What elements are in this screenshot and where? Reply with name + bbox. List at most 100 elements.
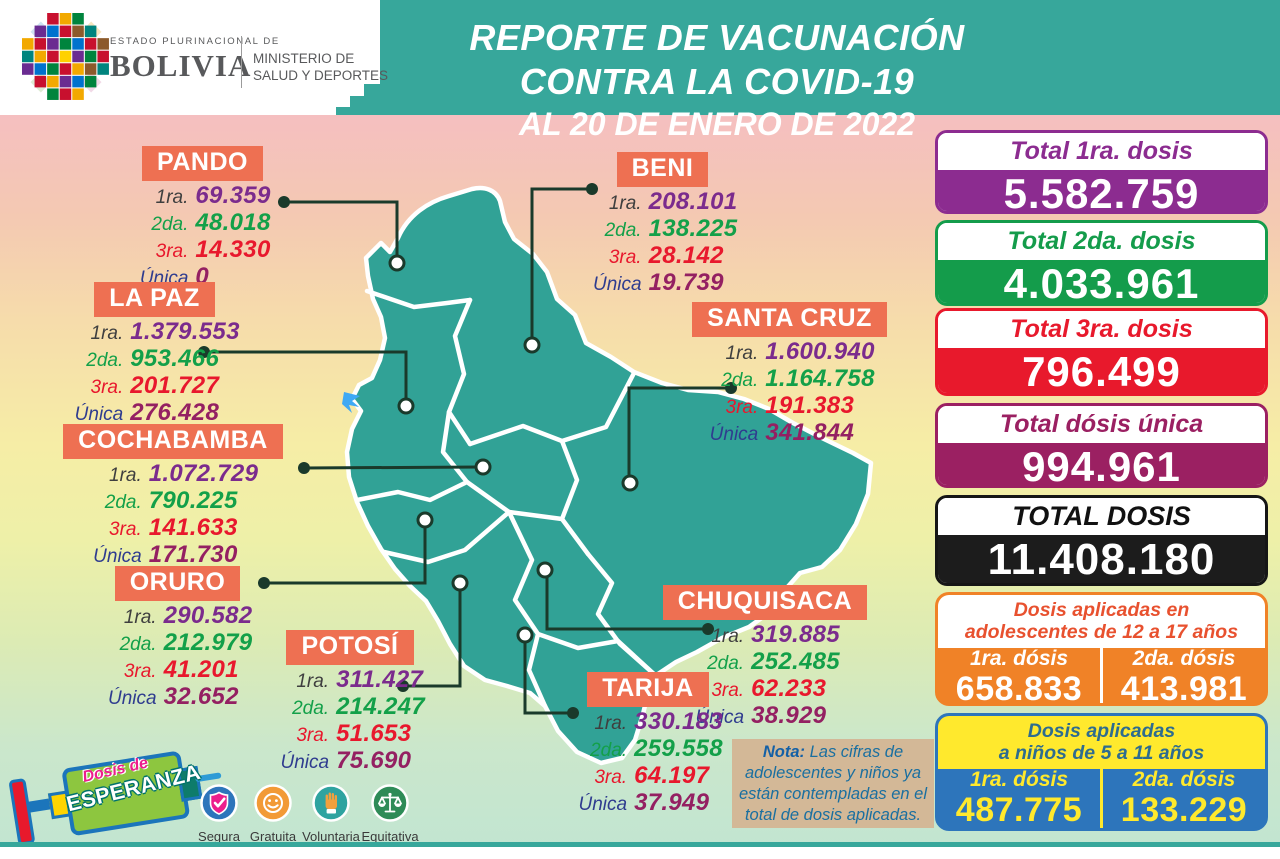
dose2-value: 953.466 bbox=[130, 345, 220, 372]
dose-row: 2da. 953.466 bbox=[69, 347, 239, 374]
dose-row: 1ra. 319.885 bbox=[690, 623, 840, 650]
dose2-label: 2da. bbox=[151, 214, 189, 235]
dose-row: 3ra. 191.383 bbox=[704, 394, 874, 421]
dose3-value: 41.201 bbox=[163, 656, 239, 683]
total-dose3-title: Total 3ra. dosis bbox=[938, 311, 1265, 348]
dose1-label: 1ra. bbox=[155, 187, 189, 208]
header-step bbox=[364, 84, 382, 115]
dose-row: 1ra. 1.379.553 bbox=[69, 320, 240, 347]
adolescents-dose1-value: 658.833 bbox=[955, 670, 1083, 706]
total-dose3-box: Total 3ra. dosis 796.499 bbox=[935, 308, 1268, 396]
dose3-label: 3ra. bbox=[296, 725, 330, 746]
dose3-value: 64.197 bbox=[634, 762, 710, 789]
dose3-value: 141.633 bbox=[148, 514, 238, 541]
dose3-label: 3ra. bbox=[90, 377, 124, 398]
unique-label: Única bbox=[74, 404, 124, 425]
dose1-value: 330.183 bbox=[634, 708, 723, 735]
header-teal-band bbox=[380, 0, 1280, 115]
dose-row: 1ra. 208.101 bbox=[588, 190, 738, 217]
unique-value: 32.652 bbox=[163, 683, 239, 710]
dose-row: 3ra. 141.633 bbox=[88, 516, 258, 543]
dose-row: 3ra. 41.201 bbox=[103, 658, 253, 685]
total-applied-doses-value: 11.408.180 bbox=[938, 535, 1265, 583]
dose-row: 2da. 790.225 bbox=[88, 489, 258, 516]
lake-titicaca bbox=[342, 392, 360, 413]
unique-value: 38.929 bbox=[751, 702, 827, 729]
total-applied-doses-box: TOTAL DOSIS APLICADAS 11.408.180 bbox=[935, 495, 1268, 586]
adolescents-dose2-value: 413.981 bbox=[1120, 670, 1248, 706]
principle-label: Equitativa bbox=[361, 829, 419, 844]
department-santa-cruz: SANTA CRUZ 1ra. 1.600.940 2da. 1.164.758 3… bbox=[672, 302, 907, 448]
dose-row: Única 75.690 bbox=[275, 749, 425, 776]
unique-label: Única bbox=[93, 546, 142, 567]
department-header: TARIJA bbox=[548, 672, 748, 707]
nota-box: Nota: Las cifras de adolescentes y niños… bbox=[732, 739, 934, 828]
department-borders bbox=[354, 288, 658, 709]
bolivia-chakana-logo bbox=[22, 13, 109, 100]
dose-row: 2da. 138.225 bbox=[588, 217, 738, 244]
dose2-value: 259.558 bbox=[634, 735, 723, 762]
dose2-value: 252.485 bbox=[751, 648, 840, 675]
department-header: BENI bbox=[560, 152, 765, 187]
dose-row: 3ra. 51.653 bbox=[275, 722, 425, 749]
map-location-dots bbox=[388, 254, 639, 644]
department-header: PANDO bbox=[100, 146, 305, 181]
dose-row: Única 32.652 bbox=[103, 685, 253, 712]
dose-row: 2da. 259.558 bbox=[573, 737, 723, 764]
dose1-value: 311.427 bbox=[336, 666, 424, 693]
smiley-icon bbox=[254, 784, 292, 822]
dose-row: Única 276.428 bbox=[69, 401, 239, 428]
adolescents-dose1-label: 1ra. dósis bbox=[969, 647, 1069, 670]
dose-row: 2da. 48.018 bbox=[134, 211, 270, 238]
principle-equitativa: Equitativa bbox=[358, 783, 422, 844]
dose-row: Única 37.949 bbox=[573, 791, 723, 818]
dose-row: 3ra. 64.197 bbox=[573, 764, 723, 791]
dose3-label: 3ra. bbox=[594, 767, 628, 788]
dose3-label: 3ra. bbox=[109, 519, 142, 540]
dose2-label: 2da. bbox=[707, 653, 745, 674]
total-dose1-box: Total 1ra. dosis 5.582.759 bbox=[935, 130, 1268, 214]
unique-value: 276.428 bbox=[130, 399, 220, 426]
dose1-label: 1ra. bbox=[296, 671, 330, 692]
total-dose2-value: 4.033.961 bbox=[938, 260, 1265, 303]
dose2-value: 48.018 bbox=[195, 209, 271, 236]
department-oruro: ORURO 1ra. 290.582 2da. 212.979 3ra. 41.201… bbox=[70, 566, 285, 712]
children-dose2-value: 133.229 bbox=[1120, 791, 1248, 830]
header-divider bbox=[241, 36, 242, 88]
report-title: REPORTE DE VACUNACIÓN CONTRA LA COVID-19… bbox=[392, 16, 1042, 144]
dose-row: 2da. 212.979 bbox=[103, 631, 253, 658]
dose1-label: 1ra. bbox=[123, 607, 157, 628]
principle-voluntaria: Voluntaria bbox=[299, 783, 363, 844]
dose1-label: 1ra. bbox=[608, 193, 642, 214]
department-name: BENI bbox=[616, 152, 709, 187]
dose1-value: 319.885 bbox=[751, 621, 840, 648]
dose3-value: 28.142 bbox=[648, 242, 724, 269]
dose-row: 3ra. 201.727 bbox=[69, 374, 239, 401]
dose2-label: 2da. bbox=[292, 698, 330, 719]
children-dose1-label: 1ra. dósis bbox=[969, 768, 1069, 791]
unique-label: Única bbox=[578, 794, 628, 815]
department-name: PANDO bbox=[142, 146, 263, 181]
total-dose2-box: Total 2da. dosis 4.033.961 bbox=[935, 220, 1268, 306]
principle-label: Segura bbox=[198, 829, 240, 844]
children-box-title: Dosis aplicadas a niños de 5 a 11 años bbox=[938, 716, 1265, 769]
department-beni: BENI 1ra. 208.101 2da. 138.225 3ra. 28.142 … bbox=[560, 152, 765, 298]
dose2-value: 1.164.758 bbox=[765, 365, 875, 392]
dose1-value: 208.101 bbox=[648, 188, 738, 215]
dose2-label: 2da. bbox=[86, 350, 124, 371]
department-header: POTOSÍ bbox=[240, 630, 460, 665]
children-dose2-label: 2da. dósis bbox=[1132, 768, 1236, 791]
department-tarija: TARIJA 1ra. 330.183 2da. 259.558 3ra. 64.19… bbox=[548, 672, 748, 818]
dose3-label: 3ra. bbox=[608, 247, 642, 268]
adolescents-dose2-col: 2da. dósis 413.981 bbox=[1103, 647, 1265, 706]
adolescents-doses-box: Dosis aplicadas en adolescentes de 12 a … bbox=[935, 592, 1268, 706]
dose2-label: 2da. bbox=[721, 370, 759, 391]
dose-row: 1ra. 290.582 bbox=[103, 604, 253, 631]
dose-row: 1ra. 330.183 bbox=[573, 710, 723, 737]
total-dose2-title: Total 2da. dosis bbox=[938, 223, 1265, 260]
department-header: ORURO bbox=[70, 566, 285, 601]
adolescents-dose1-col: 1ra. dósis 658.833 bbox=[938, 647, 1100, 706]
adolescents-dose2-label: 2da. dósis bbox=[1132, 647, 1236, 670]
ministry-line2: SALUD Y DEPORTES bbox=[253, 68, 389, 83]
